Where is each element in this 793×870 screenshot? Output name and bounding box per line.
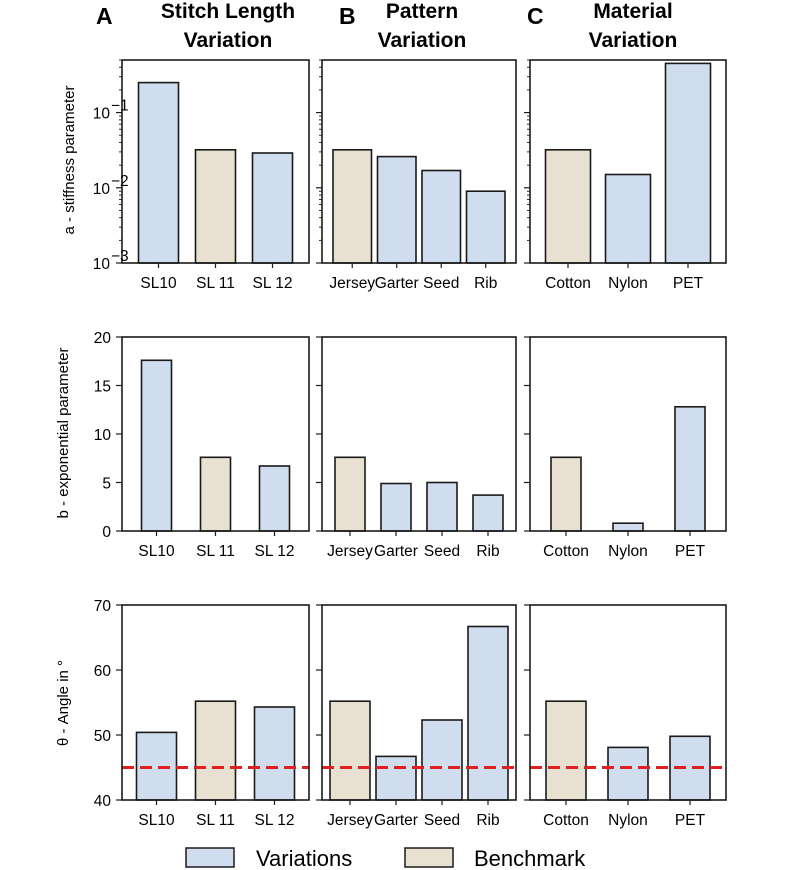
column-a-title-line1: Stitch Length [161,0,295,23]
bar-b-nylon [612,522,644,532]
axes-frame [529,604,727,801]
column-c-title-line1: Material [593,0,672,23]
x-tick-label: Seed [424,543,460,560]
column-b-title-line1: Pattern [386,0,458,23]
x-tick-label: SL 11 [196,275,235,292]
column-c-title-line2: Variation [589,29,678,52]
axes-frame [321,59,517,264]
bar-a-pet [664,62,712,264]
x-tick-label: Cotton [543,812,589,829]
x-tick-label: Seed [423,275,459,292]
panel-letter-c: C [527,3,544,29]
legend: Variations Benchmark [185,846,586,870]
x-tick-label: Cotton [543,543,589,560]
column-b-title-line2: Variation [378,29,467,52]
bar-b-sl10 [140,359,173,532]
x-tick-label: Garter [374,543,418,560]
legend-label-variations: Variations [256,846,352,870]
x-tick-label: SL 12 [255,543,295,560]
y-tick-label: 15 [94,379,111,396]
bar-a-sl10 [137,81,180,264]
x-tick-label: PET [675,812,706,829]
x-tick-label: Jersey [329,275,375,292]
x-tick-label: Rib [474,275,497,292]
y-tick-exponent: −2 [111,173,129,190]
y-tick-label: 50 [94,728,112,745]
bar-theta-nylon [607,746,649,801]
bar-b-seed [426,481,458,532]
bar-theta-rib [467,625,509,801]
bar-a-cotton [544,149,592,264]
x-tick-label: Rib [476,543,499,560]
axes-frame [121,604,310,801]
column-a-title-line2: Variation [184,29,273,52]
x-tick-label: PET [675,543,706,560]
bar-theta-sl12 [253,706,296,801]
bar-a-garter [376,155,417,264]
bar-theta-jersey [329,700,371,801]
bar-theta-sl11 [194,700,237,801]
bar-b-sl12 [258,465,291,532]
x-tick-label: Garter [375,275,419,292]
bar-a-jersey [332,149,373,264]
bar-b-pet [674,405,706,532]
x-tick-label: Garter [374,812,418,829]
bar-theta-seed [421,719,463,801]
bar-b-sl11 [199,456,232,532]
column-headers: A Stitch Length Variation B Pattern Vari… [96,0,677,52]
x-tick-label: Nylon [608,543,648,560]
x-tick-label: SL10 [138,812,175,829]
panel-letter-a: A [96,3,113,29]
x-tick-label: Nylon [608,275,648,292]
y-tick-label: 10 [94,427,112,444]
y-tick-label: 60 [94,663,112,680]
bar-b-garter [380,482,412,532]
axes-frame [529,59,727,264]
bar-a-seed [421,169,462,264]
x-tick-label: Jersey [327,543,373,560]
bar-a-nylon [604,173,652,264]
x-tick-label: SL 12 [253,275,293,292]
legend-swatch-benchmark [404,847,454,868]
y-tick-label: 10 [93,106,111,123]
y-tick-exponent: −1 [111,98,129,115]
x-tick-label: SL10 [140,275,177,292]
ylabel-row-a: a - stiffness parameter [61,86,78,235]
x-tick-label: Rib [476,812,499,829]
ylabel-row-b: b - exponential parameter [55,348,72,519]
bar-a-rib [465,190,506,264]
y-tick-label: 10 [93,181,111,198]
bar-a-sl11 [194,149,237,264]
x-tick-label: Seed [424,812,460,829]
y-tick-label: 0 [102,524,111,541]
x-tick-label: PET [673,275,704,292]
y-tick-label: 20 [94,330,112,347]
x-tick-label: Jersey [327,812,373,829]
bar-b-jersey [334,456,366,532]
y-tick-label: 10 [93,256,111,273]
y-tick-label: 40 [94,793,112,810]
bar-b-cotton [550,456,582,532]
x-tick-label: SL10 [138,543,175,560]
bar-theta-garter [375,755,417,801]
bar-theta-cotton [545,700,587,801]
bar-a-sl12 [251,152,294,264]
x-tick-label: SL 12 [255,812,295,829]
ylabel-row-theta: θ - Angle in ° [55,660,72,746]
panel-letter-b: B [339,3,356,29]
legend-label-benchmark: Benchmark [474,846,586,870]
y-tick-label: 5 [102,476,111,493]
axes-frame [321,604,517,801]
x-tick-label: SL 11 [196,543,235,560]
legend-swatch-variations [185,847,235,868]
x-tick-label: Cotton [545,275,591,292]
x-tick-label: SL 11 [196,812,235,829]
y-tick-label: 70 [94,598,112,615]
bar-b-rib [472,494,504,532]
axes-frame [121,59,310,264]
y-tick-exponent: −3 [111,248,129,265]
x-tick-label: Nylon [608,812,648,829]
